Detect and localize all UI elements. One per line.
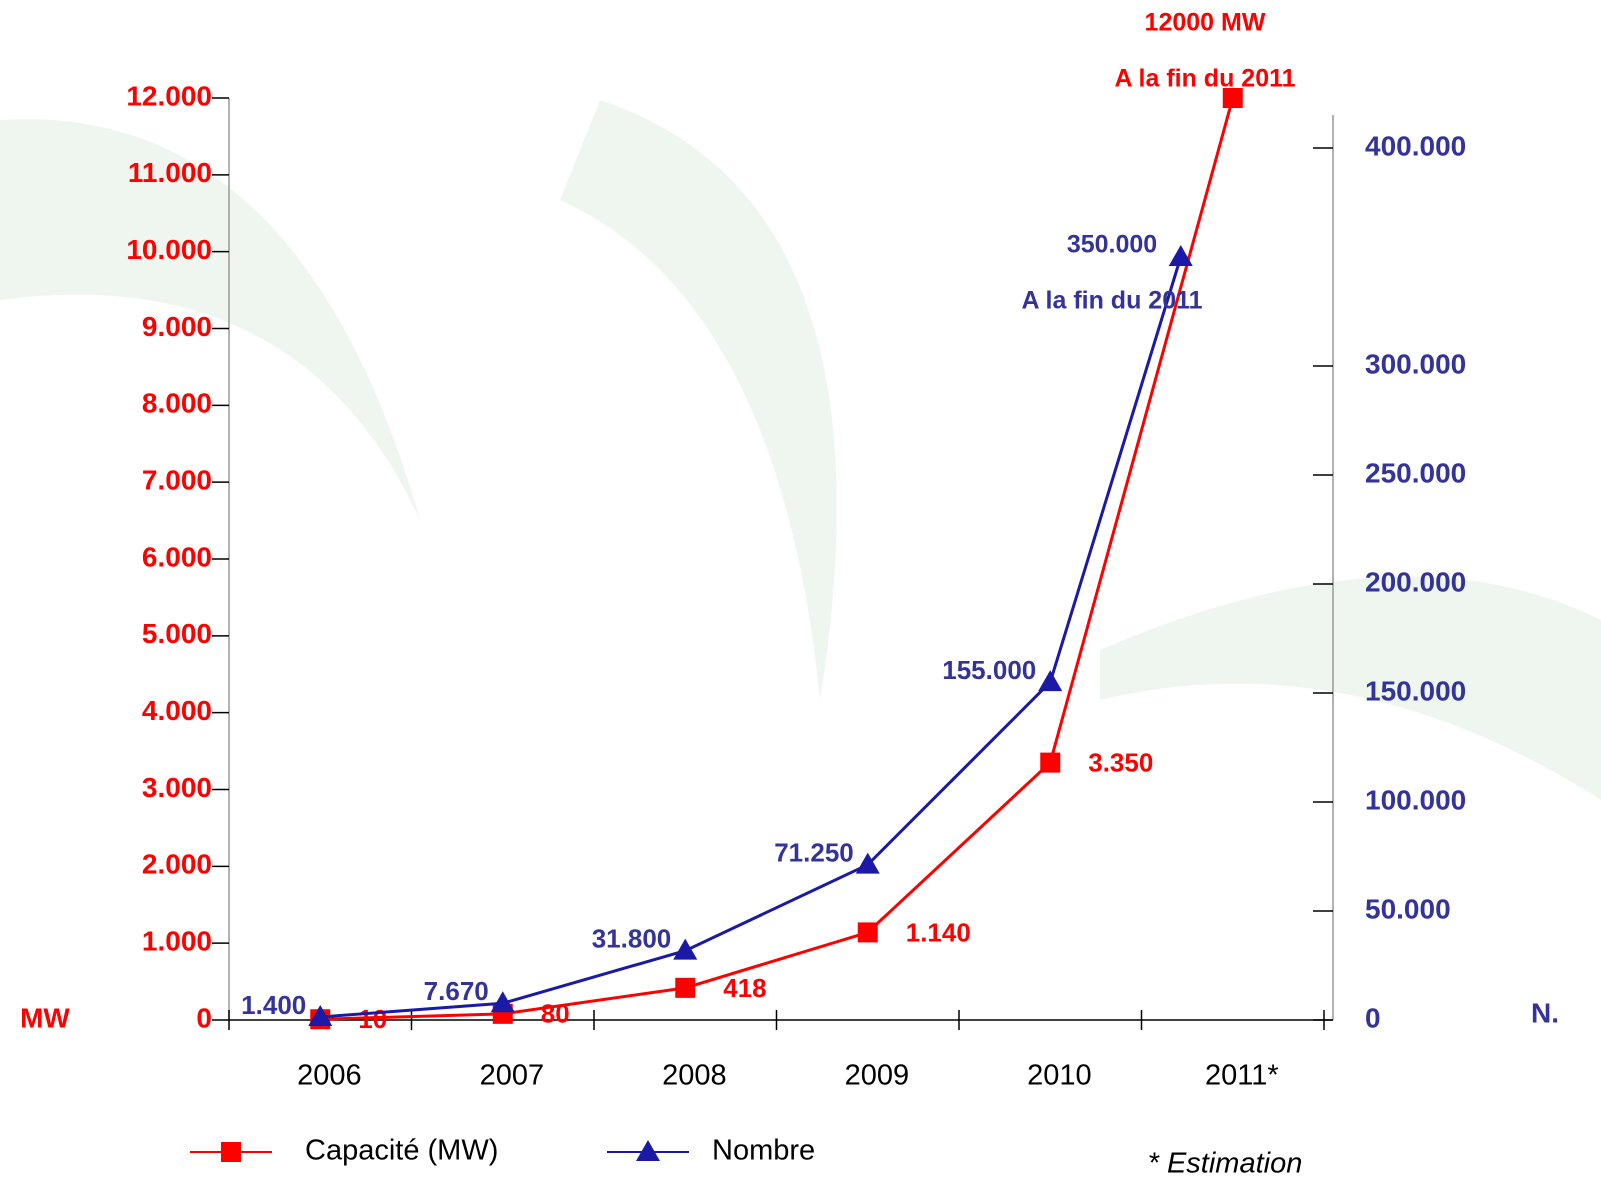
y-tick-label: 9.000 — [142, 311, 212, 342]
point — [490, 991, 515, 1013]
point — [855, 852, 880, 874]
data-label: 418 — [723, 973, 766, 1003]
y-tick-label: 12.000 — [126, 80, 212, 111]
point — [221, 1142, 241, 1162]
y2-tick-label: 50.000 — [1365, 893, 1451, 924]
y-tick-label: 3.000 — [142, 772, 212, 803]
y2-tick-label: 200.000 — [1365, 566, 1466, 597]
annotation: 350.000 — [1067, 231, 1157, 259]
y-tick-label: 0 — [196, 1002, 212, 1033]
y-tick-label: 2.000 — [142, 849, 212, 880]
y2-tick-label: 0 — [1365, 1002, 1381, 1033]
y2-tick-label: 100.000 — [1365, 784, 1466, 815]
y-tick-label: 6.000 — [142, 541, 212, 572]
line — [320, 256, 1183, 1019]
data-label: 80 — [541, 999, 570, 1029]
y-tick-label: 11.000 — [128, 157, 212, 188]
y-tick-label: 1.000 — [142, 926, 212, 957]
x-tick-label: 2010 — [1027, 1060, 1092, 1092]
data-label: 155.000 — [942, 655, 1036, 685]
x-tick-label: 2011* — [1205, 1060, 1279, 1092]
y-axis-label: MW — [20, 1002, 70, 1033]
point — [636, 1140, 660, 1161]
y-tick-label: 5.000 — [142, 618, 212, 649]
point — [1038, 670, 1063, 692]
data-label: 1.400 — [241, 990, 306, 1020]
x-tick-label: 2009 — [845, 1060, 910, 1092]
footnote: * Estimation — [1148, 1148, 1303, 1180]
legend-label: Capacité (MW) — [305, 1135, 498, 1167]
data-label: 7.670 — [424, 976, 489, 1006]
y2-tick-label: 300.000 — [1365, 348, 1466, 379]
y2-tick-label: 400.000 — [1365, 130, 1466, 161]
data-label: 71.250 — [774, 838, 854, 868]
y-tick-label: 10.000 — [126, 234, 212, 265]
background — [0, 100, 1601, 800]
y-tick-label: 4.000 — [142, 695, 212, 726]
point — [673, 938, 698, 960]
point — [1040, 752, 1061, 773]
point — [857, 922, 878, 943]
data-label: 31.800 — [592, 924, 672, 954]
point — [675, 977, 696, 998]
point — [1168, 245, 1193, 266]
data-label: 3.350 — [1088, 747, 1153, 777]
annotation: 12000 MW — [1145, 9, 1266, 37]
data-label: 1.140 — [906, 917, 971, 947]
data-label: 10 — [358, 1004, 387, 1034]
point — [308, 1004, 333, 1026]
y2-axis-label: N. — [1531, 997, 1559, 1028]
legend-label: Nombre — [712, 1135, 815, 1167]
x-tick-label: 2007 — [480, 1060, 545, 1092]
line — [320, 97, 1235, 1021]
y2-tick-label: 150.000 — [1365, 675, 1466, 706]
x-tick-label: 2006 — [297, 1060, 362, 1092]
point — [1222, 88, 1243, 108]
y-tick-label: 7.000 — [142, 465, 212, 496]
y2-tick-label: 250.000 — [1365, 457, 1466, 488]
annotation: A la fin du 2011 — [1114, 65, 1295, 93]
annotation: A la fin du 2011 — [1021, 287, 1202, 315]
y-tick-label: 8.000 — [142, 388, 212, 419]
x-tick-label: 2008 — [662, 1060, 727, 1092]
